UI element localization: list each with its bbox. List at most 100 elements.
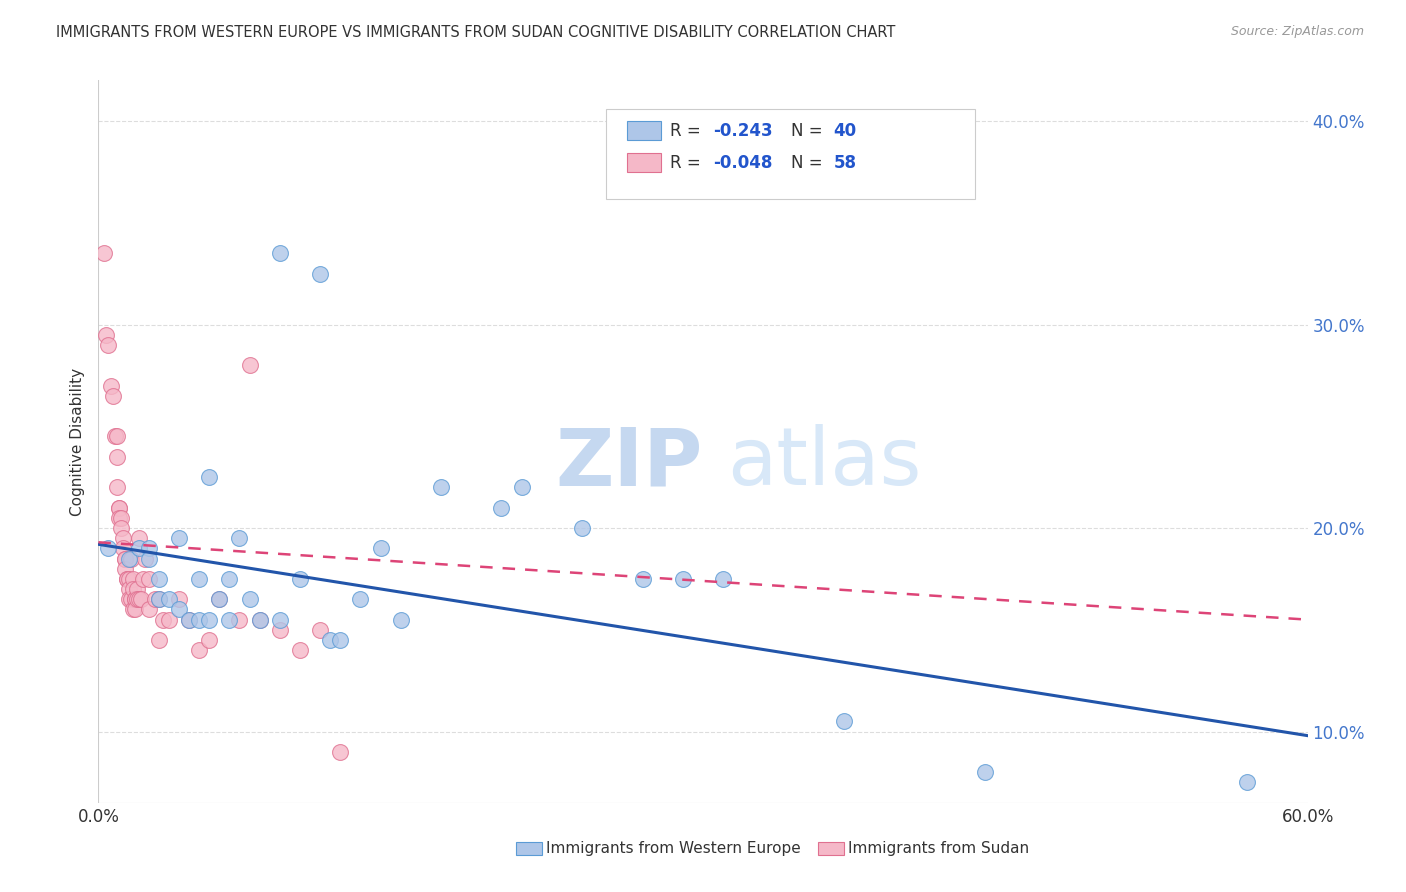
Point [218,572,240,586]
FancyBboxPatch shape [627,121,661,140]
Point [114,551,136,566]
Point [118,551,141,566]
Point [157,613,180,627]
Point [349,592,371,607]
Point [103,429,125,443]
Point [167,602,190,616]
Point [138,572,160,586]
Point [100,378,122,392]
FancyBboxPatch shape [606,109,976,200]
Point [120,592,142,607]
Point [309,267,332,281]
Point [167,531,190,545]
Point [125,582,148,596]
Point [114,562,136,576]
Point [129,592,152,607]
Point [121,602,143,616]
Point [118,572,141,586]
Point [111,541,134,556]
Point [148,572,170,586]
Point [711,572,734,586]
Point [329,632,352,647]
Point [269,623,291,637]
Point [309,623,332,637]
Point [239,358,262,372]
Text: Immigrants from Sudan: Immigrants from Sudan [848,841,1029,855]
Point [319,632,342,647]
Point [1236,775,1258,789]
Point [631,572,654,586]
Point [288,572,311,586]
Point [269,613,291,627]
Y-axis label: Cognitive Disability: Cognitive Disability [70,368,86,516]
Point [198,613,221,627]
Point [121,572,143,586]
Point [118,592,141,607]
Point [115,572,138,586]
Point [672,572,695,586]
Point [128,541,150,556]
Point [132,572,155,586]
Point [121,582,143,596]
Point [97,338,120,352]
Point [138,551,160,566]
Point [167,592,190,607]
Point [110,511,132,525]
Point [138,602,160,616]
Point [974,765,997,780]
Text: N =: N = [792,153,828,171]
Text: IMMIGRANTS FROM WESTERN EUROPE VS IMMIGRANTS FROM SUDAN COGNITIVE DISABILITY COR: IMMIGRANTS FROM WESTERN EUROPE VS IMMIGR… [56,25,896,40]
Point [148,632,170,647]
Text: -0.048: -0.048 [713,153,772,171]
Text: N =: N = [792,122,828,140]
Point [218,613,240,627]
Point [430,480,453,494]
Point [93,246,115,260]
Point [329,745,352,759]
FancyBboxPatch shape [627,153,661,172]
Text: Source: ZipAtlas.com: Source: ZipAtlas.com [1230,25,1364,38]
Point [188,613,211,627]
Point [249,613,271,627]
Point [832,714,855,729]
Point [105,429,128,443]
Point [157,592,180,607]
Point [179,613,201,627]
Point [107,500,129,515]
Point [148,592,170,607]
Point [208,592,231,607]
Text: atlas: atlas [727,425,921,502]
Point [208,592,231,607]
Point [114,551,136,566]
Text: -0.243: -0.243 [713,122,772,140]
Point [249,613,271,627]
Point [188,643,211,657]
Point [179,613,201,627]
Point [124,602,146,616]
Point [105,480,128,494]
Text: R =: R = [671,153,706,171]
Point [389,613,412,627]
Point [96,327,118,342]
Text: 58: 58 [834,153,856,171]
Text: ZIP: ZIP [555,425,703,502]
Point [124,592,146,607]
Point [105,450,128,464]
Point [128,531,150,545]
Point [111,531,134,545]
FancyBboxPatch shape [818,842,845,855]
Point [118,582,141,596]
Point [239,592,262,607]
Point [143,592,166,607]
Point [198,470,221,484]
Point [107,500,129,515]
Point [198,632,221,647]
Point [115,572,138,586]
Text: Immigrants from Western Europe: Immigrants from Western Europe [546,841,800,855]
Point [571,521,593,535]
Point [510,480,533,494]
Point [491,500,513,515]
Point [152,613,174,627]
Point [101,389,124,403]
Point [125,592,148,607]
